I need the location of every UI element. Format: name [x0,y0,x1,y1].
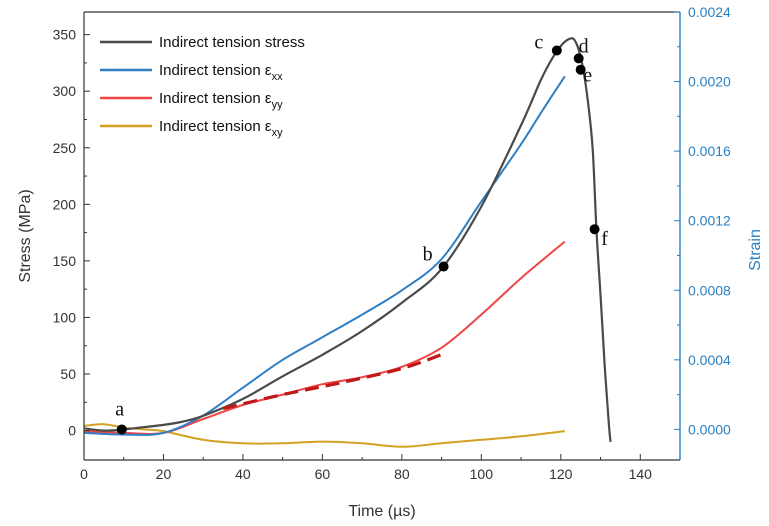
y2-tick-label: 0.0024 [688,4,731,20]
legend-subscript-eyy: yy [272,99,284,111]
point-label-f: f [601,228,608,250]
point-b [438,261,449,272]
point-a [116,424,127,435]
y2-tick-label: 0.0008 [688,282,731,298]
point-label-a: a [115,398,124,420]
x-tick-label: 20 [156,466,172,482]
y-tick-label: 200 [53,196,77,212]
y-tick-label: 250 [53,140,77,156]
point-label-c: c [534,31,543,53]
legend-subscript-exx: xx [272,71,284,83]
y2-tick-label: 0.0016 [688,143,731,159]
y-tick-label: 100 [53,309,77,325]
series-line-eyy [83,240,566,435]
x-tick-label: 40 [235,466,251,482]
point-f [589,224,600,235]
x-axis-title: Time (µs) [348,503,415,520]
point-label-d: d [579,35,589,57]
x-tick-label: 120 [549,466,573,482]
x-tick-label: 140 [629,466,653,482]
point-label-e: e [583,65,592,87]
y-tick-label: 0 [68,423,76,439]
x-tick-label: 0 [80,466,88,482]
point-label-b: b [423,244,433,266]
legend-label-stress: Indirect tension stress [159,34,305,51]
legend-subscript-exy: xy [272,127,284,139]
x-tick-label: 100 [470,466,494,482]
y-tick-label: 300 [53,83,77,99]
y2-tick-label: 0.0020 [688,74,731,90]
eyy-fit-dashed-line [222,353,443,411]
x-tick-label: 80 [394,466,410,482]
legend-label-eyy: Indirect tension εyy [159,90,283,111]
point-d [573,53,584,64]
series-line-exx [83,75,566,436]
y-tick-label: 50 [60,366,76,382]
series-line-stress [83,37,612,443]
series-line-exy [83,423,565,448]
point-c [551,45,562,56]
y2-tick-label: 0.0004 [688,352,731,368]
legend-label-exx: Indirect tension εxx [159,62,283,83]
y2-axis-title: Strain [747,229,764,271]
y-axis-title: Stress (MPa) [17,189,34,282]
x-tick-label: 60 [315,466,331,482]
y-tick-label: 350 [53,27,77,43]
legend-label-exy: Indirect tension εxy [159,118,283,139]
y2-tick-label: 0.0000 [688,421,731,437]
y-tick-label: 150 [53,253,77,269]
y2-tick-label: 0.0012 [688,213,731,229]
point-e [575,64,586,75]
